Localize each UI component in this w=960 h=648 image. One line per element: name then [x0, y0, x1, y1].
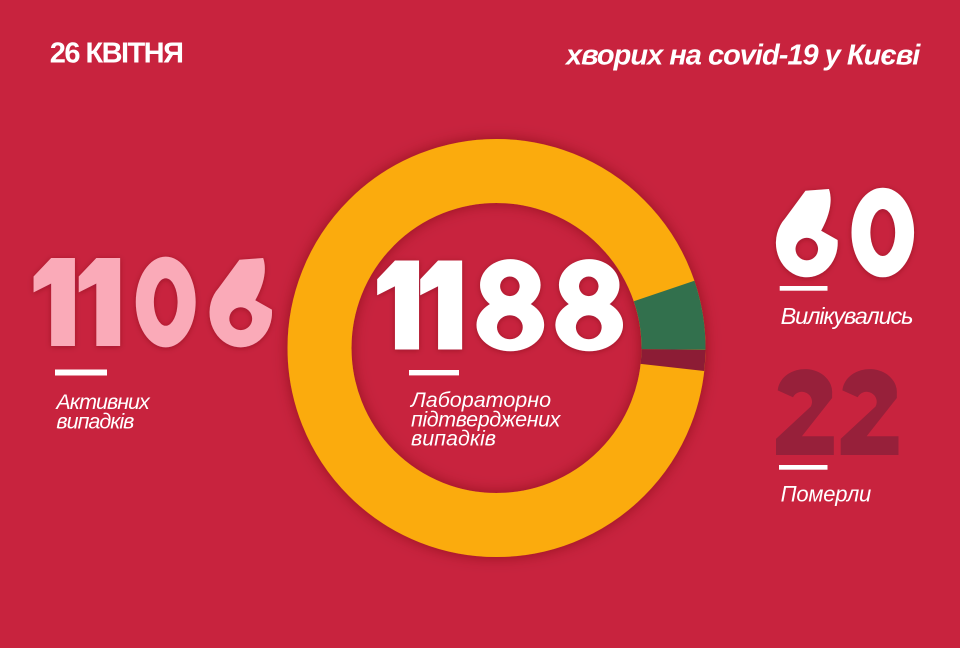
svg-text:Лабораторно: Лабораторно	[409, 388, 551, 412]
svg-text:випадків: випадків	[56, 409, 134, 433]
svg-text:Померли: Померли	[781, 482, 872, 507]
svg-text:Активних: Активних	[54, 390, 151, 414]
svg-text:Вилікувались: Вилікувались	[781, 303, 913, 329]
svg-text:випадків: випадків	[411, 427, 496, 451]
svg-text:хворих на covid-19 у Києві: хворих на covid-19 у Києві	[564, 40, 921, 72]
svg-text:26 КВІТНЯ: 26 КВІТНЯ	[50, 38, 183, 70]
svg-text:підтверджених: підтверджених	[411, 407, 562, 431]
